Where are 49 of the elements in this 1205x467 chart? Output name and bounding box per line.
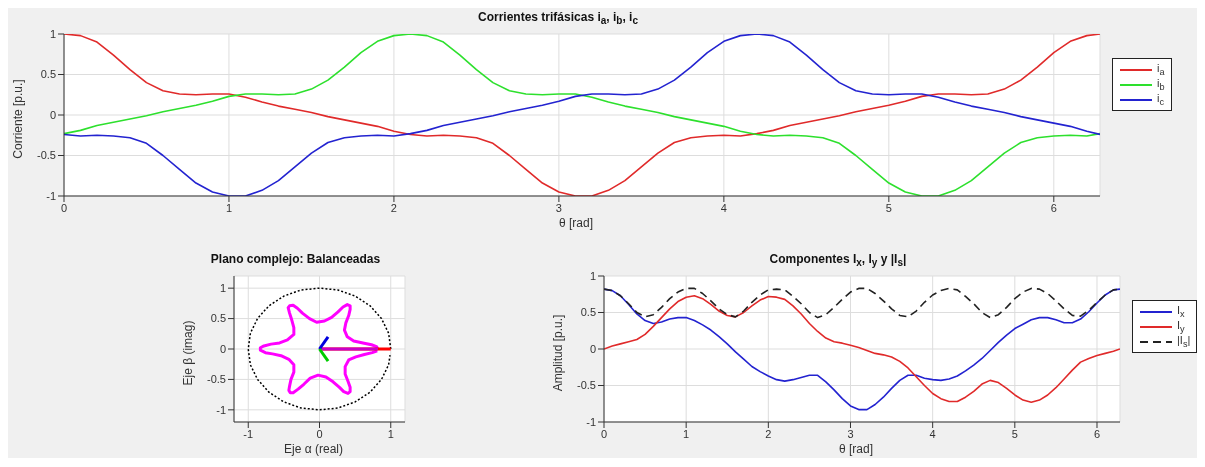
y-tick-label: 0.5 — [40, 68, 56, 81]
y-tick-label: 0.5 — [210, 312, 226, 325]
y-tick-label: -1 — [46, 189, 56, 202]
x-tick-label: 5 — [1011, 427, 1018, 440]
legend-label: I$_{y}$ — [1177, 318, 1185, 335]
x-axis-title: θ [rad] — [838, 442, 874, 458]
y-tick-label: -0.5 — [37, 149, 56, 162]
line-series — [247, 287, 392, 411]
legend-label: i$_{c}$ — [1157, 91, 1165, 108]
legend-label: i$_{a}$ — [1157, 61, 1165, 78]
legend-label: |I$_{s}$| — [1177, 333, 1191, 350]
x-tick-label: 6 — [1093, 427, 1101, 440]
y-tick-label: 1 — [49, 27, 56, 40]
y-tick-label: 1 — [589, 269, 596, 282]
y-tick-label: -1 — [216, 403, 226, 416]
legend-label: i$_{b}$ — [1157, 76, 1165, 93]
x-tick-label: 1 — [683, 427, 690, 440]
y-axis-title: Corriente [p.u.] — [11, 79, 25, 159]
y-tick-label: -0.5 — [577, 379, 596, 392]
y-tick-label: -1 — [586, 415, 596, 428]
x-tick-label: -1 — [243, 427, 254, 440]
chart-title: Corrientes trifásicas i$_{a}$, i$_{b}$, i$_{c}$ — [477, 9, 639, 28]
x-tick-label: 0 — [60, 201, 68, 214]
x-tick-label: 0 — [316, 427, 323, 440]
y-axis-title: Amplitud [p.u.] — [551, 314, 565, 392]
y-tick-label: 1 — [219, 282, 226, 295]
chart-title: Componentes I$_{x}$, I$_{y}$ y |I$_{s}$| — [768, 251, 908, 270]
x-tick-label: 6 — [1050, 201, 1057, 214]
y-tick-label: 0 — [589, 342, 596, 355]
legend-label: I$_{x}$ — [1177, 303, 1185, 320]
line-series — [258, 303, 380, 395]
x-tick-label: 5 — [885, 201, 892, 214]
x-axis-title: θ [rad] — [558, 216, 594, 232]
x-tick-label: 3 — [847, 427, 854, 440]
y-tick-label: 0.5 — [580, 306, 596, 319]
y-tick-label: 0 — [219, 342, 226, 355]
y-axis-title: Eje β (imag) — [181, 320, 195, 386]
x-tick-label: 1 — [387, 427, 394, 440]
x-tick-label: 4 — [720, 201, 727, 214]
chart-title: Plano complejo: Balanceadas — [209, 251, 382, 268]
x-tick-label: 0 — [600, 427, 608, 440]
line-series — [604, 287, 1120, 319]
x-tick-label: 2 — [765, 427, 772, 440]
y-tick-label: 0 — [49, 108, 56, 121]
x-tick-label: 2 — [390, 201, 397, 214]
x-axis-title: Eje α (real) — [283, 442, 344, 458]
x-tick-label: 4 — [929, 427, 936, 440]
x-tick-label: 3 — [555, 201, 562, 214]
y-tick-label: -0.5 — [207, 373, 226, 386]
